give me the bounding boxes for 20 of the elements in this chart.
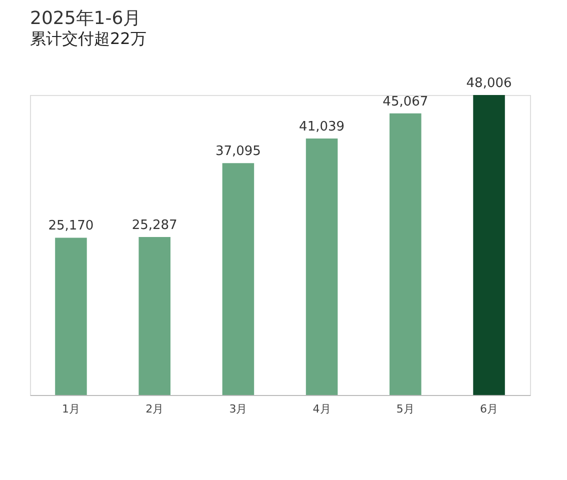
bar [306,138,338,395]
data-label: 37,095 [215,144,261,160]
x-tick-label: 5月 [396,402,414,416]
x-tick-label: 3月 [229,402,248,416]
bar [55,238,87,395]
data-label: 25,170 [48,218,94,234]
bar [222,163,254,395]
x-tick-label: 1月 [62,402,80,416]
bar [390,113,422,395]
data-label: 41,039 [299,120,345,135]
x-tick-label: 4月 [312,402,331,416]
x-tick-label: 6月 [480,402,498,416]
chart-title: 2025年1-6月 [30,8,142,29]
x-tick-label: 2月 [146,402,164,416]
data-label: 48,006 [466,76,512,91]
data-label: 45,067 [382,94,428,110]
bar [138,236,170,395]
chart-subtitle: 累计交付超22万 [30,29,146,48]
bar [473,95,505,395]
data-label: 25,287 [132,218,178,233]
